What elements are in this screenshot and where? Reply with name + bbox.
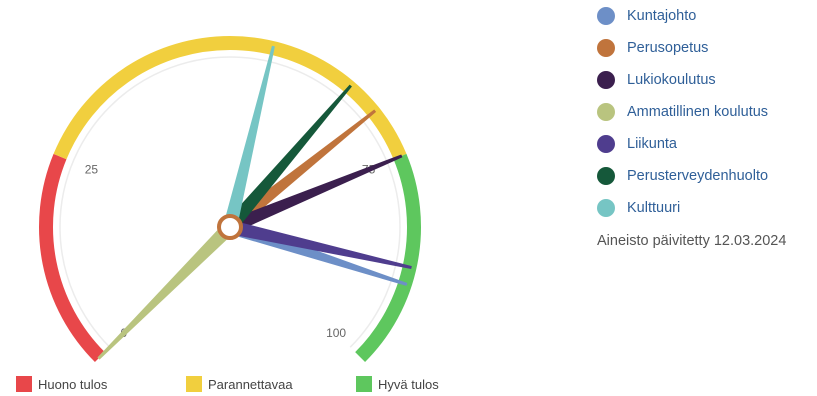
gauge-background-ring	[59, 56, 401, 348]
legend-label: Perusterveydenhuolto	[627, 168, 769, 184]
band-legend-item-hyva-tulos[interactable]: Hyvä tulos	[356, 376, 439, 392]
legend-dot-icon	[597, 39, 615, 57]
needle-perusterveydenhuolto	[224, 84, 352, 232]
gauge-bands	[39, 36, 421, 363]
legend-dot-icon	[597, 167, 615, 185]
legend-label: Kuntajohto	[627, 8, 697, 24]
tick-label-100: 100	[326, 326, 346, 340]
band-legend: Huono tulos Parannettavaa Hyvä tulos	[0, 372, 817, 396]
legend-label: Perusopetus	[627, 40, 709, 56]
needle-perusopetus	[225, 109, 377, 233]
band-hyva-tulos	[355, 153, 421, 363]
legend-item-ammatillinen-koulutus[interactable]: Ammatillinen koulutus	[597, 100, 768, 124]
gauge-needles	[97, 45, 412, 360]
updated-text: Aineisto päivitetty 12.03.2024	[597, 233, 787, 249]
needle-liikunta	[228, 220, 412, 270]
legend-label: Ammatillinen koulutus	[627, 104, 769, 120]
needle-ammatillinen-koulutus	[97, 222, 235, 360]
legend-item-kuntajohto[interactable]: Kuntajohto	[597, 4, 696, 28]
band-swatch-icon	[186, 376, 202, 392]
band-swatch-icon	[356, 376, 372, 392]
legend-dot-icon	[597, 103, 615, 121]
band-legend-label: Huono tulos	[38, 376, 108, 392]
legend-label: Liikunta	[627, 136, 677, 152]
band-parannettavaa	[53, 36, 407, 160]
needle-kulttuuri	[223, 45, 275, 229]
band-legend-item-parannettavaa[interactable]: Parannettavaa	[186, 376, 293, 392]
needle-lukiokoulutus	[227, 154, 403, 234]
band-legend-label: Hyvä tulos	[378, 376, 439, 392]
legend-item-perusterveydenhuolto[interactable]: Perusterveydenhuolto	[597, 164, 768, 188]
tick-label-25: 25	[85, 163, 99, 177]
legend-item-kulttuuri[interactable]: Kulttuuri	[597, 196, 680, 220]
legend-item-liikunta[interactable]: Liikunta	[597, 132, 677, 156]
legend-dot-icon	[597, 135, 615, 153]
band-swatch-icon	[16, 376, 32, 392]
gauge-chart: 02575100	[39, 36, 421, 363]
legend-label: Lukiokoulutus	[627, 72, 716, 88]
band-legend-label: Parannettavaa	[208, 376, 293, 392]
legend-dot-icon	[597, 71, 615, 89]
legend-item-lukiokoulutus[interactable]: Lukiokoulutus	[597, 68, 716, 92]
legend-item-perusopetus[interactable]: Perusopetus	[597, 36, 708, 60]
pivot-circle	[217, 214, 243, 240]
legend-dot-icon	[597, 7, 615, 25]
band-legend-item-huono-tulos[interactable]: Huono tulos	[16, 376, 107, 392]
legend-dot-icon	[597, 199, 615, 217]
gauge-inner-ring	[59, 56, 401, 348]
band-huono-tulos	[39, 153, 105, 363]
legend-label: Kulttuuri	[627, 200, 681, 216]
gauge-pivot	[217, 214, 243, 240]
